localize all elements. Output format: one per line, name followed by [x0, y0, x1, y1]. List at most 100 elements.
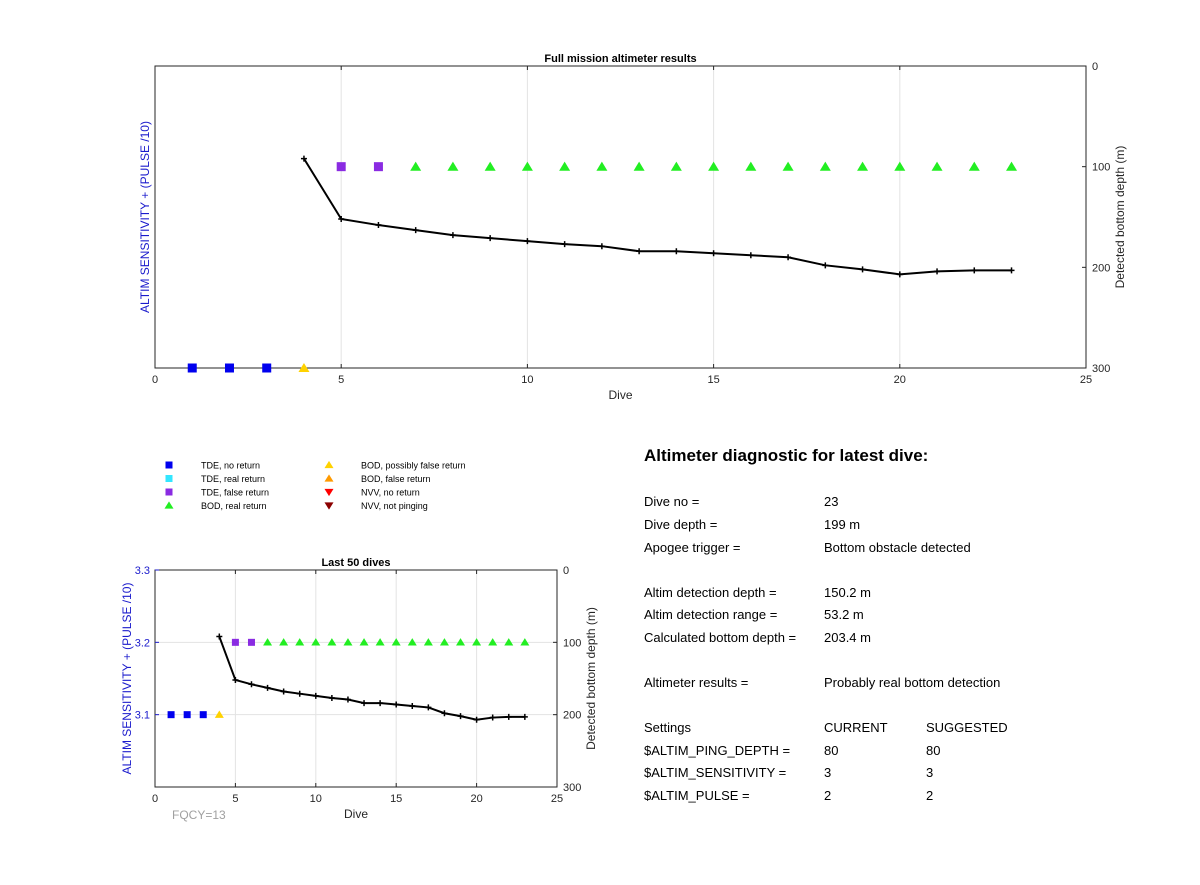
- legend-marker: [165, 488, 173, 496]
- plot-frame: [154, 569, 558, 788]
- bottom-depth-line: [218, 636, 525, 721]
- bottom-depth-point: [505, 713, 512, 720]
- y-right-tick-label: 300: [1092, 363, 1110, 375]
- x-axis-label: Dive: [608, 388, 632, 402]
- bottom-depth-point: [896, 271, 903, 278]
- tde-marker: [183, 711, 191, 719]
- bottom-depth-point: [747, 252, 754, 259]
- bottom-depth-line: [303, 158, 1012, 276]
- tde-marker: [373, 162, 383, 172]
- last-50-dives-chart: 0 5 10 15 20 25 0 100 200 300 3.1 3.2 3.3 Last 50 div…: [120, 557, 598, 822]
- y-right-axis-label: Detected bottom depth (m): [584, 607, 598, 750]
- bod-marker: [968, 161, 980, 171]
- bod-marker: [931, 161, 943, 171]
- bottom-depth-point: [473, 716, 480, 723]
- bottom-depth-point: [280, 688, 287, 695]
- tde-marker: [224, 363, 234, 373]
- bottom-depth-point: [412, 227, 419, 234]
- tde-marker: [167, 711, 175, 719]
- y-left-tick-label: 3.1: [135, 710, 150, 722]
- bottom-depth-point: [409, 702, 416, 709]
- bod-marker: [633, 161, 645, 171]
- legend-marker: [324, 474, 334, 482]
- legend-label: BOD, false return: [361, 474, 431, 484]
- x-tick-label: 5: [232, 793, 238, 805]
- bod-marker: [279, 638, 289, 646]
- bottom-depth-point: [971, 267, 978, 274]
- y-right-tick-label: 0: [1092, 61, 1098, 73]
- legend-label: TDE, no return: [201, 461, 260, 471]
- bottom-depth-point: [300, 155, 307, 162]
- bod-marker: [504, 638, 514, 646]
- bod-marker: [407, 638, 417, 646]
- bod-marker: [214, 710, 224, 718]
- y-right-tick-label: 100: [1092, 162, 1110, 174]
- bottom-depth-point: [487, 235, 494, 242]
- bod-marker: [521, 161, 533, 171]
- bod-marker: [708, 161, 720, 171]
- tde-marker: [262, 363, 272, 373]
- bottom-depth-point: [344, 696, 351, 703]
- x-tick-label: 20: [894, 374, 906, 386]
- y-left-tick-label: 3.2: [135, 637, 150, 649]
- bottom-depth-point: [673, 248, 680, 255]
- bod-marker: [263, 638, 273, 646]
- bod-marker: [295, 638, 305, 646]
- plot-frame: [154, 65, 1087, 369]
- bottom-depth-point: [822, 262, 829, 269]
- bod-marker: [857, 161, 869, 171]
- legend-label: TDE, false return: [201, 488, 269, 498]
- chart-title: Full mission altimeter results: [544, 53, 696, 65]
- bod-marker: [311, 638, 321, 646]
- legend-label: NVV, no return: [361, 488, 420, 498]
- y-right-tick-label: 100: [563, 637, 581, 649]
- bottom-depth-point: [457, 713, 464, 720]
- bod-marker: [391, 638, 401, 646]
- y-right-tick-label: 0: [563, 565, 569, 577]
- bod-marker: [298, 362, 310, 373]
- bod-marker: [559, 161, 571, 171]
- bottom-depth-point: [377, 700, 384, 707]
- bottom-depth-point: [1008, 267, 1015, 274]
- bod-marker: [488, 638, 498, 646]
- bod-marker: [410, 161, 422, 171]
- bod-marker: [375, 638, 385, 646]
- bottom-depth-point: [361, 700, 368, 707]
- y-left-axis-label: ALTIM SENSITIVITY + (PULSE /10): [120, 583, 134, 775]
- tde-marker: [247, 638, 255, 646]
- bottom-depth-point: [248, 681, 255, 688]
- legend: TDE, no return TDE, real return TDE, false…: [164, 460, 466, 511]
- bottom-depth-point: [785, 254, 792, 261]
- bottom-depth-point: [449, 232, 456, 239]
- bottom-depth-point: [636, 248, 643, 255]
- bod-marker: [520, 638, 530, 646]
- legend-marker: [324, 502, 334, 510]
- bottom-depth-point: [598, 243, 605, 250]
- bottom-depth-point: [375, 222, 382, 229]
- bod-marker: [819, 161, 831, 171]
- bod-marker: [745, 161, 757, 171]
- y-left-axis-label: ALTIM SENSITIVITY + (PULSE /10): [138, 121, 152, 313]
- bod-marker: [439, 638, 449, 646]
- bottom-depth-point: [710, 250, 717, 257]
- tde-marker: [336, 162, 346, 172]
- bottom-depth-point: [232, 676, 239, 683]
- x-tick-label: 20: [470, 793, 482, 805]
- bottom-depth-point: [312, 692, 319, 699]
- bottom-depth-point: [521, 713, 528, 720]
- x-tick-label: 0: [152, 374, 158, 386]
- legend-marker: [164, 501, 174, 509]
- y-right-axis-label: Detected bottom depth (m): [1113, 146, 1127, 289]
- x-tick-label: 10: [521, 374, 533, 386]
- bod-marker: [1006, 161, 1018, 171]
- legend-label: BOD, real return: [201, 501, 267, 511]
- full-mission-chart: 0 5 10 15 20 25 0 100 200 300 Full mission altimet…: [138, 53, 1127, 402]
- chart-title: Last 50 dives: [321, 557, 390, 569]
- legend-marker: [324, 460, 334, 469]
- bod-marker: [670, 161, 682, 171]
- bottom-depth-point: [561, 241, 568, 248]
- y-right-tick-label: 300: [563, 782, 581, 794]
- bottom-depth-point: [216, 633, 223, 640]
- x-tick-label: 5: [338, 374, 344, 386]
